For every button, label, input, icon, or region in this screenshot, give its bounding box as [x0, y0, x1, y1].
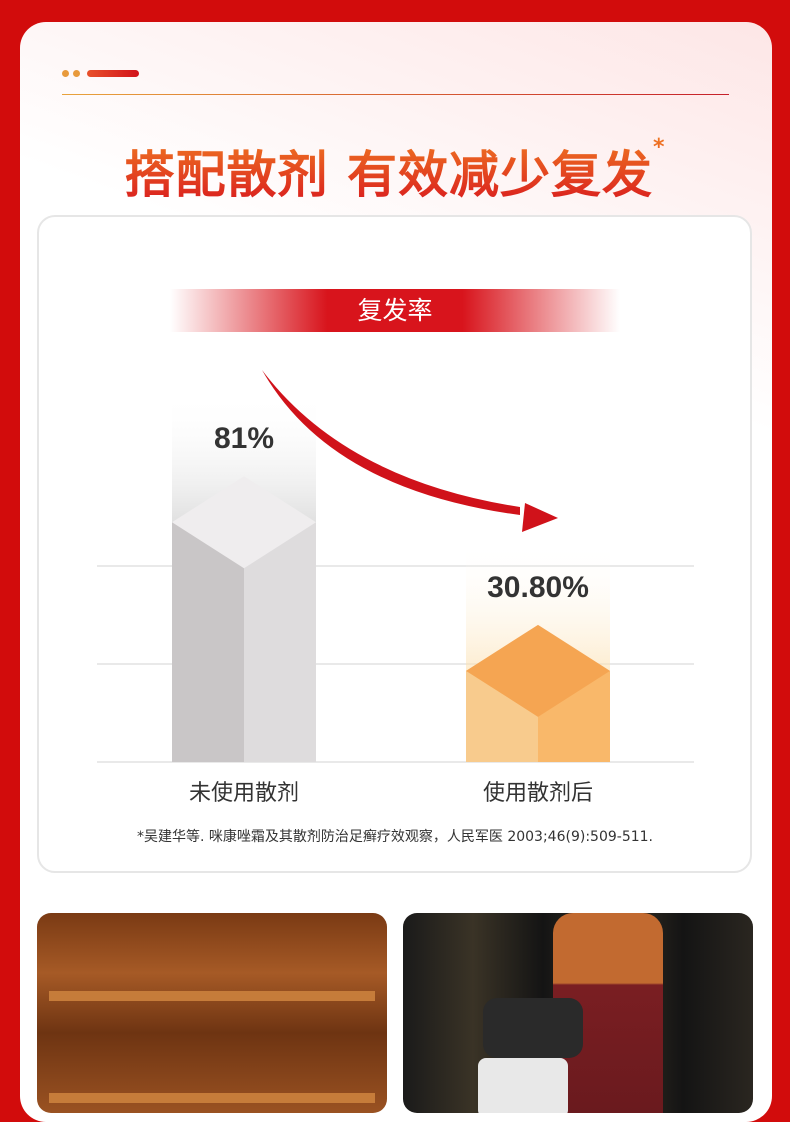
bar-top — [466, 624, 610, 717]
data-label: 81% — [214, 422, 274, 455]
divider — [62, 94, 729, 95]
trend-arrow-head — [522, 503, 558, 532]
chart-title: 复发率 — [170, 289, 620, 332]
shoe-cabinet-photo — [37, 913, 387, 1113]
bar-right-face — [244, 522, 316, 762]
data-label: 30.80% — [487, 571, 589, 604]
footnote: *吴建华等. 咪康唑霜及其散剂防治足癣疗效观察，人民军医 2003;46(9):… — [136, 829, 653, 845]
category-label: 未使用散剂 — [189, 781, 299, 806]
bar-top — [172, 476, 316, 569]
bar-left-face — [172, 522, 244, 762]
traveler-luggage-photo — [403, 913, 753, 1113]
decoration-dots — [62, 70, 139, 77]
category-label: 使用散剂后 — [483, 781, 593, 806]
